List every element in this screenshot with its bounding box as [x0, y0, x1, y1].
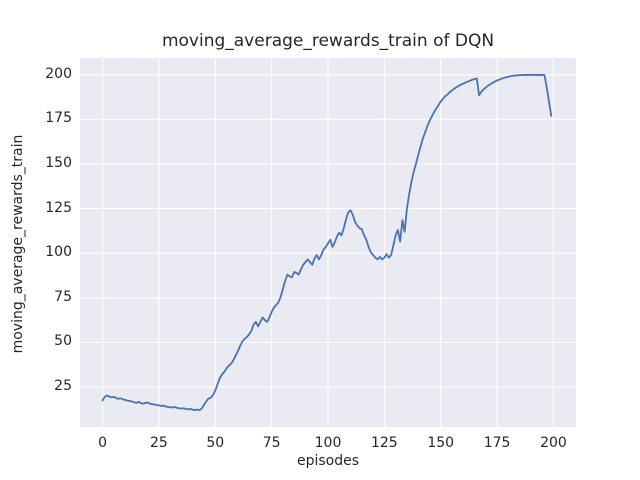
x-tick-label: 0	[98, 435, 107, 451]
x-tick-label: 150	[427, 435, 455, 451]
x-tick-label: 125	[370, 435, 398, 451]
x-tick-label: 75	[262, 435, 281, 451]
y-tick-label: 25	[54, 378, 72, 395]
y-tick-label: 50	[54, 333, 72, 350]
series-line-moving_average_rewards_train	[101, 74, 553, 412]
y-tick-label: 175	[45, 110, 72, 127]
x-tick-label: 100	[314, 435, 342, 451]
x-axis-label: episodes	[296, 453, 360, 469]
chart-title: moving_average_rewards_train of DQN	[161, 31, 495, 51]
x-tick-label: 175	[483, 435, 511, 451]
y-tick-label: 200	[45, 65, 72, 82]
plot-area	[80, 58, 576, 427]
y-tick-label: 125	[45, 199, 72, 216]
y-tick-label: 75	[54, 288, 72, 305]
y-tick-label: 150	[45, 154, 72, 171]
x-tick-label: 50	[206, 435, 225, 451]
y-tick-label: 100	[45, 244, 72, 261]
line-chart-canvas	[80, 58, 576, 427]
x-tick-label: 25	[149, 435, 168, 451]
x-tick-label: 200	[540, 435, 567, 451]
